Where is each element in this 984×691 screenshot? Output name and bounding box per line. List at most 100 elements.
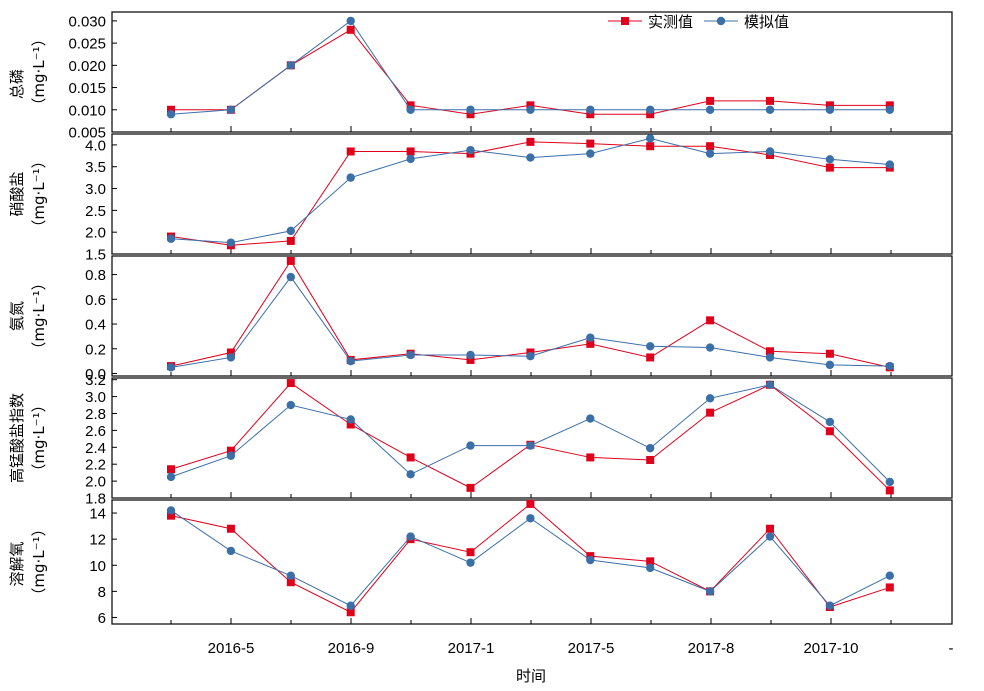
simulated-point [586,414,595,423]
simulated-point [646,563,655,573]
simulated-point [466,145,475,155]
simulated-point [825,105,835,114]
simulated-point [406,350,415,360]
y-tick-label: 0.010 [68,102,106,119]
simulated-point [705,343,715,352]
series-line-measured [170,382,891,491]
x-axis-title: 时间 [516,667,546,685]
simulated-point [765,380,775,389]
measured-point [706,142,715,151]
y-tick-label: 0.030 [68,13,106,30]
simulated-point [466,105,475,114]
y-axis-unit: （mg·L⁻¹） [30,31,48,112]
simulated-point [286,61,295,70]
measured-point [406,101,415,110]
simulated-point [166,363,176,372]
simulated-point [646,342,655,351]
simulated-point [286,571,295,580]
y-tick-label: 1.5 [85,247,106,264]
measured-point [226,348,235,357]
measured-point [825,427,834,436]
simulated-point [765,353,775,362]
panel-1: 0.005 0.010 0.015 0.020 0.025 0.030 总磷 （mg·L⁻¹） [8,11,953,142]
simulated-point [705,394,715,403]
measured-point [466,355,475,364]
y-axis-unit: （mg·L⁻¹） [30,397,48,478]
simulated-point [166,110,176,119]
simulated-point [765,105,775,114]
simulated-point [646,105,655,114]
simulated-point [586,105,595,114]
series-line-simulated [170,20,890,115]
measured-point [226,446,235,455]
simulated-point [586,149,595,158]
y-tick-label: 0.6 [85,292,106,309]
simulated-point [346,16,355,26]
y-tick-label: 2.4 [85,440,106,457]
x-tick-label: 2017-5 [568,640,615,657]
simulated-point [586,555,595,565]
y-tick-label: 0.020 [68,58,106,75]
measured-point [526,137,535,146]
measured-point [885,101,894,110]
simulated-point [705,105,715,114]
measured-point [167,511,175,520]
measured-point [646,455,655,464]
y-tick-label: 3.5 [85,159,106,176]
y-tick-label: 3.0 [85,181,106,198]
x-tick-label: 2017-1 [448,640,495,657]
measured-point [706,316,715,325]
measured-point [885,583,894,592]
x-axis: 2016-5 2016-9 2017-1 2017-5 2017-8 2017-10 - [208,640,954,657]
panel-frame [111,11,953,133]
y-axis-label: 硝酸盐 [8,171,26,216]
simulated-point [346,415,355,424]
measured-point [706,408,715,417]
measured-point [586,453,595,462]
y-tick-label: 8 [98,584,106,601]
measured-point [167,105,175,114]
y-tick-label: 0.025 [68,36,106,53]
simulated-point [406,154,415,164]
simulated-point [166,506,176,515]
measured-point [706,96,715,105]
simulated-point [825,360,835,370]
y-axis-label: 氨氮 [8,301,26,331]
simulated-point [765,532,775,541]
simulated-point [885,477,894,487]
measured-point [526,499,535,508]
measured-point [825,349,834,358]
simulated-point [526,352,535,361]
measured-point [586,339,595,348]
simulated-point [825,417,835,427]
simulated-point [286,272,295,282]
simulated-point [286,226,295,236]
simulated-point [825,155,835,164]
x-tick-label: 2016-5 [208,640,255,657]
simulated-point [885,571,894,580]
panel-frame [111,255,953,377]
simulated-point [346,173,355,182]
simulated-point [586,333,595,342]
y-tick-label: 0.2 [85,341,106,358]
simulated-point [705,149,715,158]
measured-point [226,524,235,533]
simulated-point [466,350,475,360]
simulated-point [166,472,176,482]
measured-point [466,110,475,119]
y-tick-label: 2.2 [85,457,106,474]
simulated-point [526,514,535,523]
y-axis-unit: （mg·L⁻¹） [30,521,48,602]
simulated-point [765,147,775,156]
simulated-point [646,134,655,143]
x-tick-label: 2017-8 [688,640,735,657]
measured-point [286,578,295,587]
measured-point [346,25,355,34]
measured-point [286,256,295,265]
simulated-point [466,441,475,450]
simulated-point [885,160,894,169]
panel-3: 0.0 0.2 0.4 0.6 0.8 氨氮 （mg·L⁻¹） [8,255,953,383]
measured-point [346,147,355,156]
measured-point [586,139,595,148]
measured-point [646,557,655,566]
